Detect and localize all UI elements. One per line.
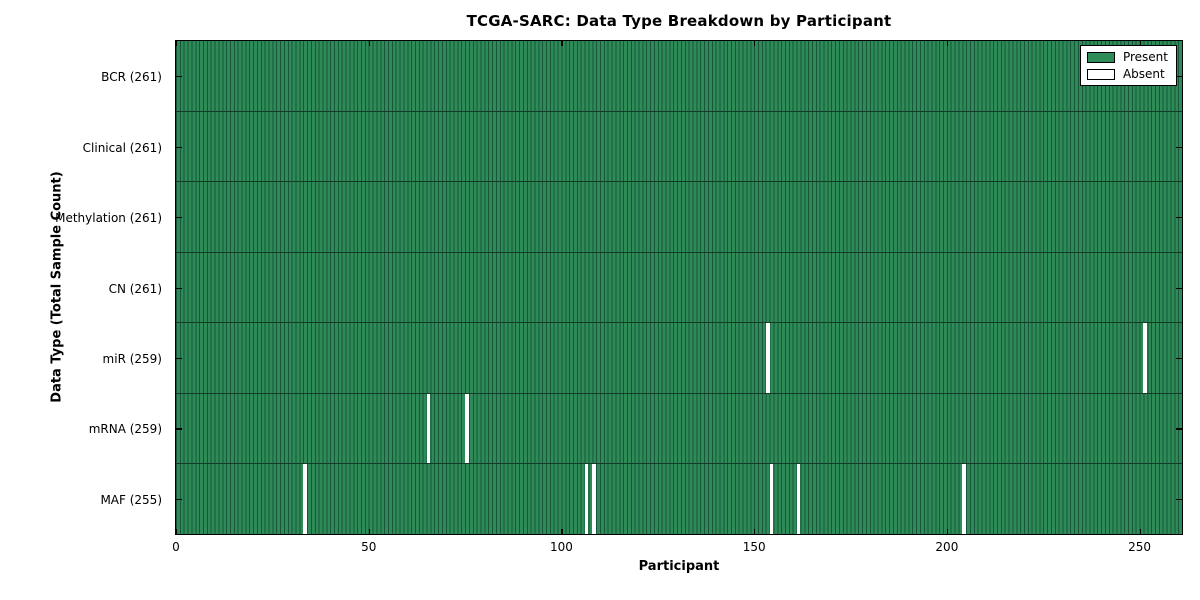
legend-label-absent: Absent <box>1122 67 1165 81</box>
y-tick-left-mRNA <box>176 428 182 430</box>
x-axis-label: Participant <box>638 559 720 574</box>
y-tick-left-miR <box>176 357 182 360</box>
absent-gap-miR-251 <box>1143 323 1148 393</box>
x-tick-label-150: 150 <box>742 540 766 554</box>
x-tick-label-250: 250 <box>1128 540 1152 554</box>
y-tick-label-Methylation: Methylation (261) <box>55 211 162 226</box>
absent-gap-MAF-106 <box>584 464 589 535</box>
rows <box>176 41 1182 535</box>
y-tick-right-MAF <box>1176 498 1182 500</box>
absent-gap-MAF-33 <box>303 464 308 535</box>
y-tick-label-Clinical: Clinical (261) <box>82 140 162 155</box>
x-tick-labels: 0 50 100 150 200 250 <box>172 540 1183 556</box>
x-tick-label-50: 50 <box>361 540 377 554</box>
y-tick-right-miR <box>1176 357 1182 360</box>
x-tick-bottom-50 <box>368 529 370 534</box>
heatmap-row-BCR <box>176 41 1182 111</box>
legend: Present Absent <box>1079 45 1177 86</box>
y-tick-left-MAF <box>176 498 182 500</box>
legend-swatch-absent <box>1086 68 1115 80</box>
y-tick-right-Methylation <box>1176 217 1182 219</box>
x-tick-top-250 <box>1139 41 1141 46</box>
heatmap-row-MAF <box>176 463 1182 535</box>
x-tick-bottom-250 <box>1139 529 1141 534</box>
x-tick-bottom-100 <box>561 529 563 534</box>
absent-gap-MAF-161 <box>796 464 801 535</box>
legend-entry-absent: Absent <box>1086 67 1168 81</box>
heatmap-row-Methylation <box>176 181 1182 252</box>
y-tick-label-miR: miR (259) <box>102 351 162 366</box>
heatmap-row-mRNA <box>176 392 1182 464</box>
x-tick-top-100 <box>561 41 563 46</box>
y-tick-labels: BCR (261) Clinical (261) Methylation (261)… <box>0 40 168 535</box>
x-tick-label-100: 100 <box>549 540 573 554</box>
absent-gap-mRNA-65 <box>426 393 431 464</box>
x-tick-bottom-150 <box>754 529 756 534</box>
y-tick-right-Clinical <box>1176 146 1182 148</box>
y-tick-label-CN: CN (261) <box>108 281 162 296</box>
absent-gap-MAF-108 <box>592 464 597 535</box>
absent-gap-mRNA-75 <box>465 393 469 464</box>
y-tick-right-mRNA <box>1176 428 1182 430</box>
x-tick-label-200: 200 <box>935 540 959 554</box>
plot-area: Present Absent <box>175 40 1183 535</box>
legend-swatch-present <box>1086 51 1115 63</box>
heatmap-row-CN <box>176 251 1182 323</box>
x-tick-top-50 <box>368 41 370 46</box>
absent-gap-MAF-204 <box>962 464 967 535</box>
absent-gap-miR-153 <box>765 323 770 393</box>
heatmap-row-Clinical <box>176 110 1182 182</box>
y-tick-left-BCR <box>176 76 182 78</box>
x-tick-bottom-0 <box>176 529 178 534</box>
y-tick-right-BCR <box>1176 76 1182 78</box>
y-tick-right-CN <box>1176 287 1182 289</box>
x-tick-top-200 <box>946 41 949 46</box>
x-tick-top-150 <box>754 41 756 46</box>
y-tick-left-Methylation <box>176 217 182 219</box>
x-tick-label-0: 0 <box>172 540 180 554</box>
x-tick-bottom-200 <box>946 529 949 534</box>
legend-entry-present: Present <box>1086 50 1168 64</box>
y-tick-left-CN <box>176 287 182 289</box>
chart-title: TCGA-SARC: Data Type Breakdown by Partic… <box>466 12 892 30</box>
heatmap-row-miR <box>176 322 1182 393</box>
x-tick-top-0 <box>176 41 178 46</box>
y-tick-label-MAF: MAF (255) <box>100 492 162 507</box>
legend-label-present: Present <box>1122 50 1168 64</box>
y-tick-label-mRNA: mRNA (259) <box>88 422 162 437</box>
y-tick-label-BCR: BCR (261) <box>101 70 162 85</box>
absent-gap-MAF-154 <box>769 464 774 535</box>
y-tick-left-Clinical <box>176 146 182 148</box>
